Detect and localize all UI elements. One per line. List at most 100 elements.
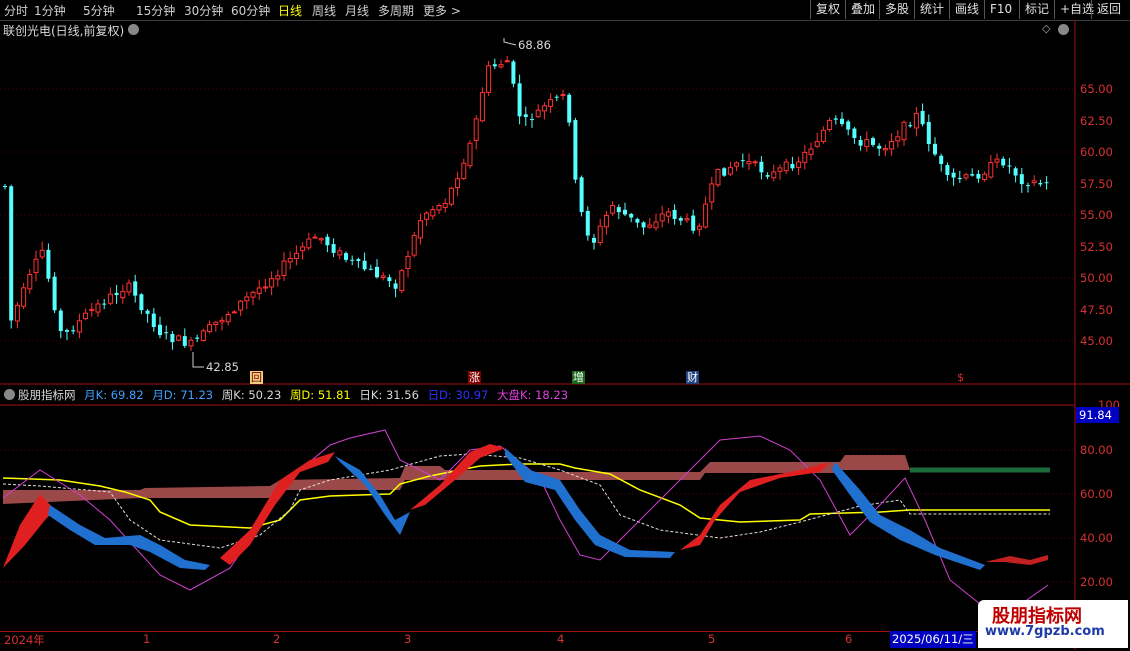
daily-ribbon-up (985, 555, 1048, 565)
candle-body (344, 253, 348, 260)
candle-body (33, 258, 39, 274)
candle-body (616, 207, 621, 213)
candle-body (318, 238, 324, 241)
candle-body (994, 158, 1000, 163)
indicator-tick: 80.00 (1080, 443, 1113, 457)
indicator-tick: 20.00 (1080, 575, 1113, 589)
candle-body (691, 215, 696, 231)
date-label-month: 6 (845, 632, 853, 646)
candle-body (1026, 185, 1030, 187)
settings-circle-icon[interactable] (1058, 24, 1069, 35)
candle-body (939, 155, 944, 165)
candle-body (871, 138, 875, 145)
candle-body (195, 337, 200, 339)
daily-ribbon-up (3, 494, 55, 568)
add-watchlist-button[interactable]: +自选 (1054, 0, 1099, 19)
candle-body (430, 209, 436, 217)
candle-body (473, 118, 479, 142)
event-marker-zhang[interactable]: 涨 (468, 371, 481, 384)
indicator-name[interactable]: 股朋指标网 (18, 388, 76, 402)
high-price-label: 68.86 (518, 38, 551, 52)
candle-body (951, 172, 956, 178)
indicator-tick: 60.00 (1080, 487, 1113, 501)
candle-body (585, 210, 590, 236)
indicator-tick: 40.00 (1080, 531, 1113, 545)
candle-body (548, 99, 554, 107)
timeframe-5min[interactable]: 5分钟 (83, 4, 115, 18)
candle-body (790, 163, 795, 169)
candle-body (269, 278, 275, 288)
timeframe-monthly[interactable]: 月线 (345, 4, 370, 18)
candle-body (814, 141, 820, 147)
candle-body (703, 203, 709, 228)
timeframe-fenshi[interactable]: 分时 (4, 4, 29, 18)
candle-body (356, 259, 361, 261)
candle-body (467, 142, 473, 167)
candle-body (771, 171, 777, 179)
candle-body (740, 160, 745, 162)
candle-body (350, 259, 355, 261)
candle-body (3, 185, 7, 187)
event-marker-hui[interactable]: 回 (250, 371, 263, 384)
diamond-icon[interactable]: ◇ (1042, 22, 1051, 35)
f10-button[interactable]: F10 (984, 0, 1017, 19)
candle-body (455, 178, 461, 189)
timeframe-60min[interactable]: 60分钟 (231, 4, 271, 18)
legend-week-d: 周D: 51.81 (289, 388, 351, 402)
candle-body (145, 310, 150, 314)
candle-body (920, 110, 925, 125)
candle-body (560, 94, 566, 97)
dropdown-circle-icon[interactable] (128, 24, 139, 35)
timeframe-weekly[interactable]: 周线 (312, 4, 337, 18)
candle-body (579, 177, 584, 213)
candle-body (164, 332, 169, 334)
candle-body (802, 151, 808, 163)
timeframe-30min[interactable]: 30分钟 (184, 4, 224, 18)
event-marker-dollar[interactable]: $ (957, 371, 964, 384)
price-tick: 45.00 (1080, 334, 1113, 348)
candle-body (945, 165, 950, 175)
monthly-band (3, 455, 910, 504)
candle-body (436, 204, 442, 211)
date-label-month: 5 (708, 632, 716, 646)
candle-body (777, 167, 783, 172)
timeframe-multi[interactable]: 多周期 (378, 4, 415, 18)
candle-body (933, 143, 937, 155)
candle-body (926, 121, 931, 145)
stats-button[interactable]: 统计 (914, 0, 949, 19)
indicator-menu-icon[interactable] (4, 389, 15, 400)
candle-body (411, 234, 417, 256)
more-menu[interactable]: 更多 > (423, 2, 461, 19)
timeframe-15min[interactable]: 15分钟 (136, 4, 176, 18)
daily-ribbon-down (335, 456, 410, 535)
mark-button[interactable]: 标记 (1019, 0, 1054, 19)
price-tick: 52.50 (1080, 240, 1113, 254)
candle-body (287, 257, 293, 263)
overlay-button[interactable]: 叠加 (845, 0, 880, 19)
stock-title: 联创光电(日线,前复权) (3, 22, 124, 39)
fuquan-button[interactable]: 复权 (810, 0, 845, 19)
draw-line-button[interactable]: 画线 (949, 0, 984, 19)
event-marker-cai[interactable]: 财 (686, 371, 699, 384)
candle-body (610, 204, 616, 214)
multi-stock-button[interactable]: 多股 (879, 0, 914, 19)
candle-body (696, 225, 702, 230)
cursor-date-label: 2025/06/11/三 (890, 631, 976, 648)
date-label-month: 3 (404, 632, 412, 646)
low-marker (192, 352, 204, 368)
date-axis (0, 631, 1075, 651)
candle-body (1007, 165, 1012, 167)
timeframe-daily[interactable]: 日线 (278, 4, 303, 18)
event-marker-zeng[interactable]: 增 (572, 371, 585, 384)
candle-body (182, 336, 187, 346)
price-tick: 50.00 (1080, 271, 1113, 285)
candle-body (511, 61, 516, 84)
more-label: 更多 (423, 4, 448, 18)
candle-body (375, 266, 379, 278)
candle-body (517, 83, 522, 117)
candle-body (207, 324, 213, 333)
back-button[interactable]: 返回 (1091, 0, 1126, 19)
candle-body (659, 213, 665, 222)
timeframe-1min[interactable]: 1分钟 (34, 4, 66, 18)
